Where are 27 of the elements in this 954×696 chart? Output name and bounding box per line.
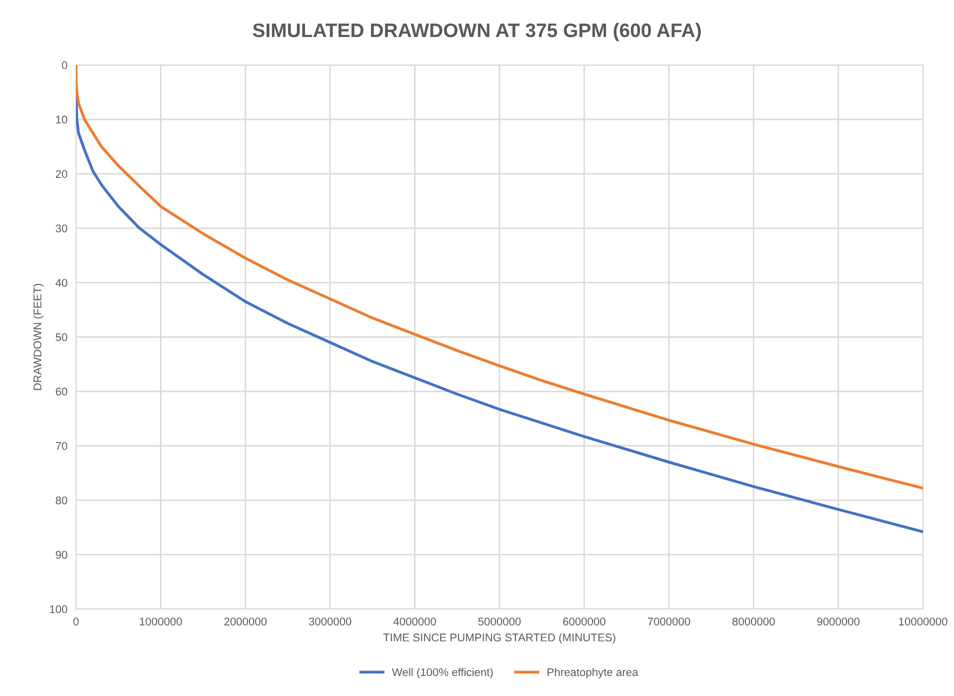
legend-label: Phreatophyte area (548, 668, 638, 678)
x-tick-label: 6000000 (563, 618, 606, 626)
x-tick-label: 8000000 (732, 618, 775, 626)
x-tick-label: 1000000 (140, 618, 182, 626)
y-tick-label: 80 (56, 496, 68, 504)
x-tick-label: 2000000 (224, 618, 267, 626)
y-tick-label: 60 (56, 388, 68, 396)
chart-title: SIMULATED DRAWDOWN AT 375 GPM (600 AFA) (252, 22, 701, 42)
y-tick-label: 40 (56, 278, 68, 287)
y-axis-title: DRAWDOWN (FEET) (33, 284, 44, 390)
x-tick-label: 4000000 (393, 618, 436, 626)
y-tick-label: 70 (56, 442, 68, 450)
y-tick-label: 10 (56, 116, 68, 124)
y-tick-label: 100 (50, 605, 68, 614)
y-tick-label: 20 (56, 170, 68, 178)
y-tick-label: 50 (56, 333, 68, 342)
x-tick-label: 0 (73, 618, 79, 626)
x-tick-label: 7000000 (648, 618, 690, 626)
y-tick-label: 0 (62, 61, 68, 70)
x-tick-label: 3000000 (308, 618, 352, 626)
x-tick-label: 9000000 (817, 618, 860, 626)
y-tick-label: 30 (56, 224, 68, 232)
legend-label: Well (100% efficient) (392, 668, 493, 678)
x-tick-label: 10000000 (899, 618, 948, 626)
x-axis-title: TIME SINCE PUMPING STARTED (MINUTES) (383, 633, 616, 644)
x-tick-label: 5000000 (478, 618, 521, 626)
y-tick-label: 90 (56, 550, 68, 559)
